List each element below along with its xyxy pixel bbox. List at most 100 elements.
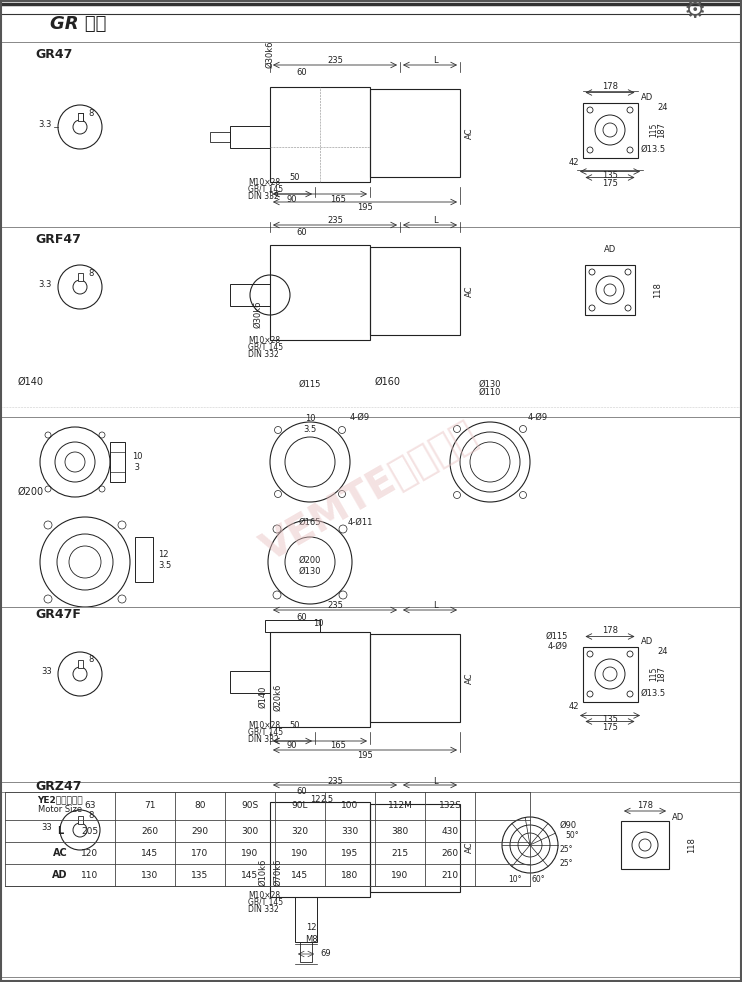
- Text: Ø30k6: Ø30k6: [254, 300, 263, 328]
- Bar: [77, 660, 82, 668]
- Bar: [265, 620, 320, 632]
- Text: 8: 8: [88, 268, 93, 278]
- Text: GRF47: GRF47: [35, 233, 81, 246]
- Text: Ø115
4-Ø9: Ø115 4-Ø9: [545, 631, 568, 651]
- Text: 10
3.5: 10 3.5: [303, 414, 317, 434]
- Text: 195: 195: [341, 848, 358, 857]
- Text: AD: AD: [672, 813, 684, 823]
- Text: AD: AD: [640, 637, 653, 646]
- Text: AC: AC: [465, 842, 474, 852]
- Bar: [77, 816, 82, 824]
- Text: 178: 178: [637, 800, 653, 809]
- Text: 4-Ø11: 4-Ø11: [347, 518, 372, 526]
- Text: M10×28: M10×28: [248, 721, 280, 730]
- Text: 71: 71: [144, 800, 156, 809]
- Text: DIN 332: DIN 332: [248, 735, 279, 743]
- Text: 63: 63: [85, 800, 96, 809]
- Bar: [270, 87, 370, 182]
- Text: 60: 60: [297, 788, 307, 796]
- Bar: [210, 132, 230, 142]
- Text: 10
 3: 10 3: [132, 453, 142, 471]
- Text: GB/T 145: GB/T 145: [248, 185, 283, 193]
- Text: GR47: GR47: [35, 47, 73, 61]
- Text: 190: 190: [241, 848, 259, 857]
- Bar: [77, 113, 82, 121]
- Text: 300: 300: [241, 827, 259, 836]
- Text: 178: 178: [602, 82, 618, 91]
- Text: 100: 100: [341, 800, 358, 809]
- Text: 187: 187: [657, 666, 666, 682]
- Bar: [77, 273, 82, 281]
- Text: 10°: 10°: [508, 876, 522, 885]
- Text: AC: AC: [465, 128, 474, 138]
- Text: 135: 135: [602, 171, 618, 180]
- Text: 42: 42: [569, 702, 580, 711]
- Text: AD: AD: [604, 245, 616, 253]
- Text: 145: 145: [142, 848, 159, 857]
- Text: 118: 118: [653, 282, 662, 298]
- Text: 33: 33: [42, 667, 52, 676]
- Text: Ø130: Ø130: [479, 379, 502, 389]
- Text: 60°: 60°: [531, 876, 545, 885]
- Text: 12: 12: [309, 794, 321, 803]
- Text: Ø13.5: Ø13.5: [640, 145, 666, 154]
- Text: 4-Ø9: 4-Ø9: [528, 412, 548, 421]
- Bar: [270, 802, 370, 897]
- Text: Ø200
Ø130: Ø200 Ø130: [299, 556, 321, 575]
- Text: DIN 332: DIN 332: [248, 904, 279, 913]
- Text: ⚙: ⚙: [684, 0, 706, 23]
- Text: Ø90: Ø90: [560, 821, 577, 830]
- Text: 8: 8: [88, 656, 93, 665]
- Text: 115: 115: [649, 667, 658, 682]
- Text: 115: 115: [649, 123, 658, 137]
- Bar: [230, 126, 270, 148]
- Text: 235: 235: [327, 215, 343, 225]
- Bar: [230, 284, 270, 306]
- Bar: [582, 102, 637, 157]
- Text: 187: 187: [657, 122, 666, 138]
- Text: 50°: 50°: [565, 831, 579, 840]
- Text: 145: 145: [241, 870, 258, 880]
- Bar: [585, 265, 635, 315]
- Text: 130: 130: [142, 870, 159, 880]
- Text: 235: 235: [327, 56, 343, 65]
- Text: GR 系列: GR 系列: [50, 15, 106, 33]
- Text: 25°: 25°: [560, 846, 574, 854]
- Text: AD: AD: [52, 870, 68, 880]
- Text: 330: 330: [341, 827, 358, 836]
- Text: L: L: [433, 56, 437, 65]
- Text: 175: 175: [602, 723, 618, 732]
- Text: M10×28: M10×28: [248, 891, 280, 900]
- Text: 205: 205: [82, 827, 99, 836]
- Text: AC: AC: [465, 673, 474, 683]
- Text: AC: AC: [53, 848, 68, 858]
- Text: 135: 135: [191, 870, 209, 880]
- Text: 12: 12: [306, 922, 316, 932]
- Text: Ø30k6: Ø30k6: [266, 40, 275, 68]
- Text: DIN 332: DIN 332: [248, 191, 279, 200]
- Bar: [110, 442, 125, 482]
- Text: 180: 180: [341, 870, 358, 880]
- Bar: [621, 821, 669, 869]
- Text: 69: 69: [320, 950, 331, 958]
- Bar: [230, 671, 270, 693]
- Text: 33: 33: [42, 823, 52, 832]
- Text: 260: 260: [142, 827, 159, 836]
- Text: 3.3: 3.3: [39, 120, 52, 129]
- Text: 190: 190: [391, 870, 409, 880]
- Text: GRZ47: GRZ47: [35, 781, 82, 793]
- Text: 430: 430: [441, 827, 459, 836]
- Text: Ø70k6: Ø70k6: [274, 858, 283, 886]
- Text: L: L: [57, 826, 63, 836]
- Text: YE2电机机座号: YE2电机机座号: [37, 795, 83, 804]
- Text: 90: 90: [286, 194, 298, 203]
- Text: L: L: [433, 215, 437, 225]
- Text: 195: 195: [357, 750, 373, 759]
- Text: Ø165: Ø165: [299, 518, 321, 526]
- Text: M8: M8: [305, 936, 318, 945]
- Text: 135: 135: [602, 715, 618, 724]
- Text: 112M: 112M: [387, 800, 413, 809]
- Text: 120: 120: [82, 848, 99, 857]
- Text: 12
3.5: 12 3.5: [158, 550, 171, 570]
- Text: 90S: 90S: [241, 800, 259, 809]
